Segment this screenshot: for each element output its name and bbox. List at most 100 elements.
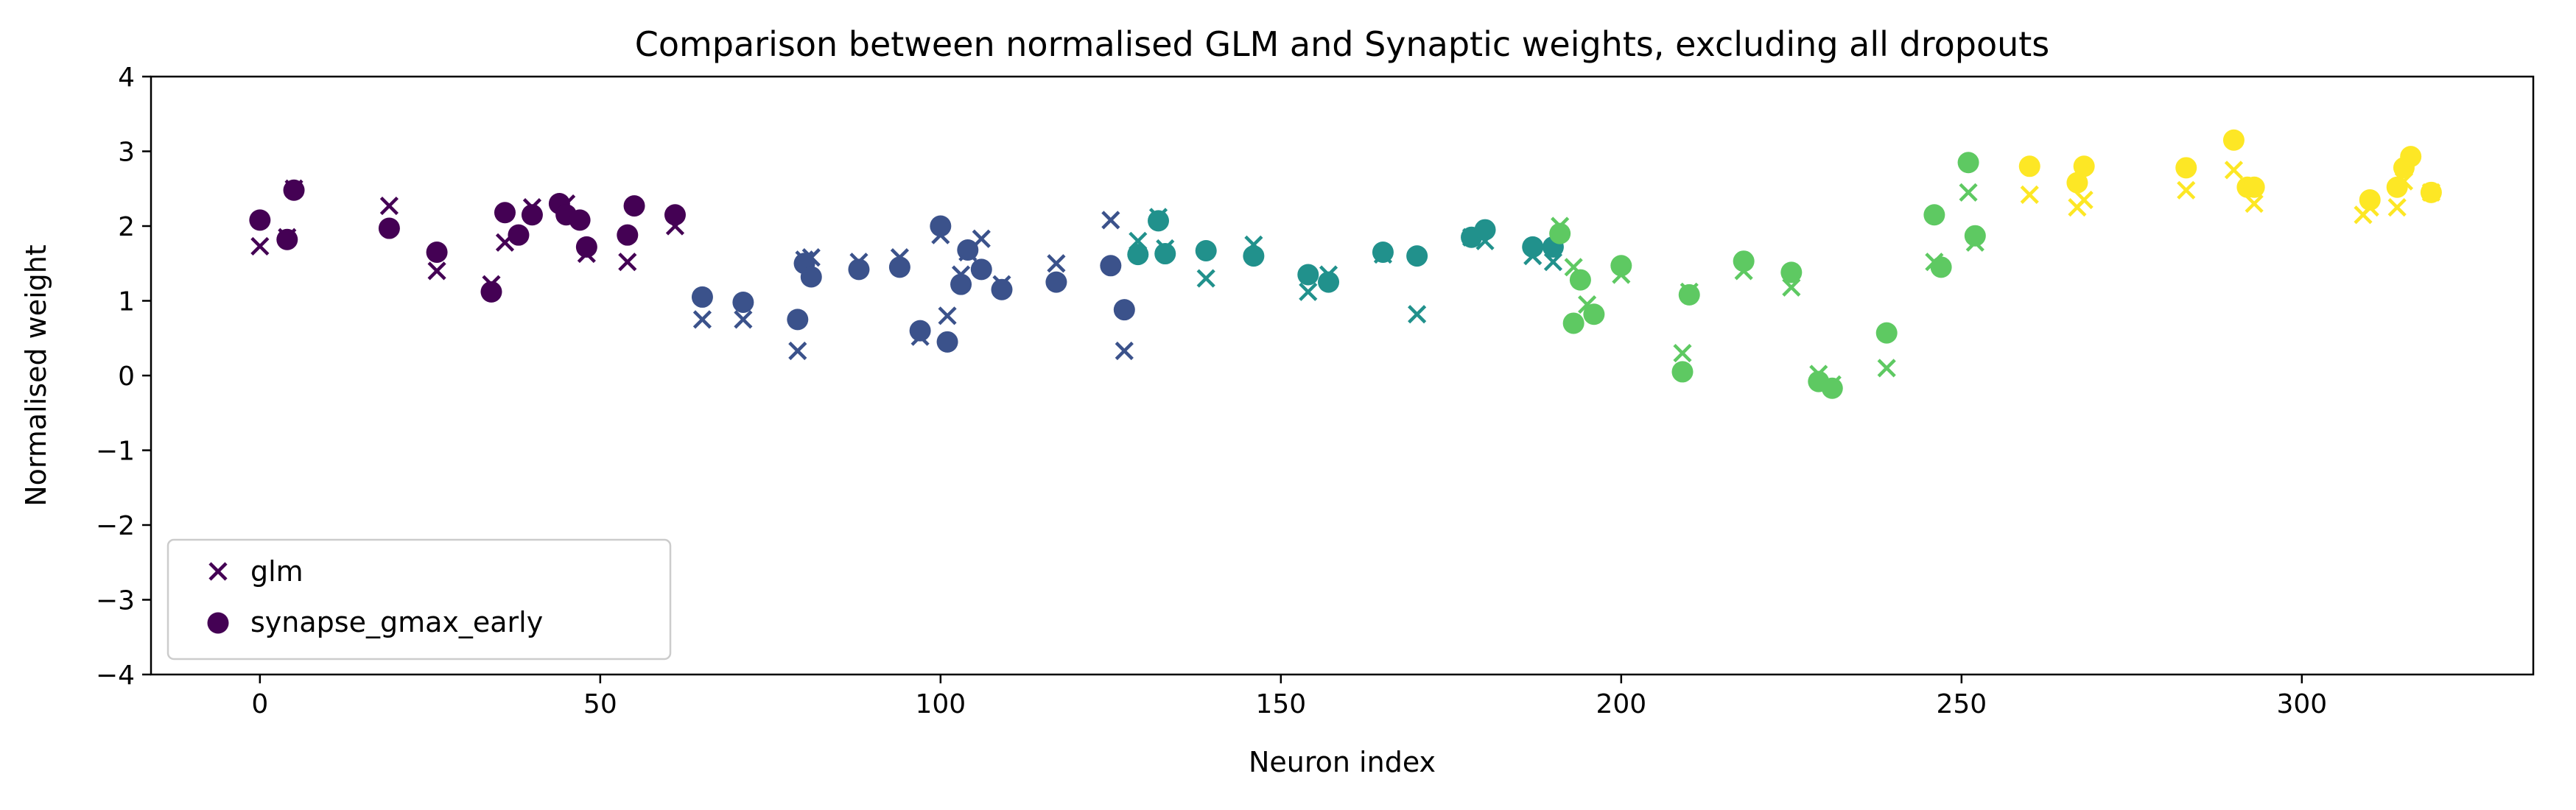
y-tick-label: 2	[118, 212, 135, 242]
x-tick-label: 0	[251, 689, 268, 719]
x-tick-label: 200	[1596, 689, 1646, 719]
synapse-point	[1821, 377, 1843, 399]
glm-point	[692, 310, 712, 329]
glm-point	[1959, 183, 1978, 202]
synapse-point	[848, 258, 870, 281]
glm-point	[734, 310, 753, 329]
glm-point	[1673, 343, 1692, 363]
chart-title: Comparison between normalised GLM and Sy…	[635, 24, 2050, 64]
synapse-point	[909, 320, 931, 342]
y-tick-label: 0	[118, 362, 135, 392]
synapse-point	[950, 273, 972, 295]
synapse-point	[494, 202, 516, 224]
synapse-point	[732, 292, 754, 314]
legend-marker-glm	[208, 562, 228, 581]
glm-point	[427, 261, 446, 281]
y-tick-label: −2	[96, 511, 135, 541]
synapse-point	[664, 204, 686, 226]
glm-legend-marker	[208, 562, 228, 581]
glm-point	[2224, 161, 2244, 180]
synapse-point	[2243, 176, 2265, 198]
synapse-point	[480, 281, 502, 303]
synapse-point	[1195, 239, 1217, 261]
glm-point	[1299, 282, 1318, 301]
synapse-point	[1733, 250, 1755, 272]
synapse-point	[1522, 236, 1544, 258]
x-tick-label: 50	[583, 689, 617, 719]
legend: glm synapse_gmax_early	[166, 538, 672, 661]
glm-point	[1101, 211, 1120, 230]
synapse-point	[957, 239, 979, 261]
synapse-point	[1875, 322, 1898, 344]
synapse-point	[2073, 155, 2095, 177]
x-axis-label: Neuron index	[1249, 746, 1436, 778]
synapse-point	[1562, 312, 1584, 334]
synapse-point	[2420, 181, 2442, 203]
synapse-point	[800, 266, 822, 288]
synapse-point	[521, 204, 543, 226]
glm-point	[788, 341, 807, 361]
synapse-point	[1957, 152, 1979, 174]
synapse-point	[691, 286, 713, 308]
glm-point	[250, 236, 270, 256]
glm-point	[1408, 305, 1427, 324]
y-tick-label: 3	[118, 138, 135, 168]
synapse-point	[2222, 129, 2245, 151]
synapse-point	[1045, 271, 1067, 293]
synapse-point	[1930, 256, 1952, 278]
synapse-point	[1372, 242, 1394, 264]
y-axis: −4 −3 −2 −1 0 1 2 3 4	[96, 63, 151, 691]
synapse-point	[991, 278, 1013, 300]
synapse-point	[249, 209, 271, 231]
glm-point	[379, 197, 399, 216]
y-tick-label: −4	[96, 661, 135, 691]
glm-point	[1115, 341, 1134, 361]
synapse-point	[1474, 219, 1496, 241]
legend-label-synapse: synapse_gmax_early	[250, 606, 543, 638]
synapse-point	[378, 217, 400, 239]
synapse-point	[1297, 264, 1319, 286]
glm-point	[1782, 278, 1801, 297]
y-tick-label: 1	[118, 287, 135, 317]
glm-point	[2177, 180, 2196, 200]
glm-point	[1543, 253, 1563, 272]
synapse-point	[1549, 222, 1571, 244]
x-tick-label: 250	[1936, 689, 1987, 719]
synapse-point	[1127, 244, 1149, 266]
y-tick-label: 4	[118, 63, 135, 93]
synapse-point	[1154, 243, 1176, 265]
synapse-point	[1243, 245, 1265, 267]
synapse-point	[936, 331, 958, 353]
synapse-point	[888, 256, 910, 278]
legend-label-glm: glm	[250, 555, 303, 588]
legend-marker-synapse	[207, 612, 229, 634]
synapse-point	[617, 224, 639, 246]
synapse-point	[569, 209, 591, 231]
synapse-point	[283, 179, 305, 201]
synapse-point	[2018, 155, 2040, 177]
synapse-point	[623, 195, 645, 217]
synapse-point	[1406, 245, 1428, 267]
glm-point	[1196, 269, 1215, 288]
synapse-point	[1671, 361, 1694, 383]
synapse-point	[1678, 284, 1700, 306]
y-tick-label: −1	[96, 437, 135, 467]
glm-point	[618, 253, 637, 272]
synapse-point	[1583, 303, 1605, 325]
synapse-point	[1923, 204, 1945, 226]
synapse-point	[508, 224, 530, 246]
synapse-point	[970, 258, 992, 281]
synapse-legend-marker	[207, 612, 229, 634]
y-axis-label: Normalised weight	[20, 244, 52, 507]
synapse-point	[1148, 210, 1170, 232]
synapse-point	[930, 215, 952, 237]
x-axis: 0 50 100 150 200 250 300	[251, 675, 2327, 719]
glm-point	[1877, 359, 1896, 378]
x-tick-label: 300	[2276, 689, 2327, 719]
legend-box	[166, 538, 672, 661]
synapse-point	[1780, 261, 1803, 284]
y-tick-label: −3	[96, 586, 135, 616]
synapse-point	[426, 242, 448, 264]
x-tick-label: 150	[1255, 689, 1306, 719]
